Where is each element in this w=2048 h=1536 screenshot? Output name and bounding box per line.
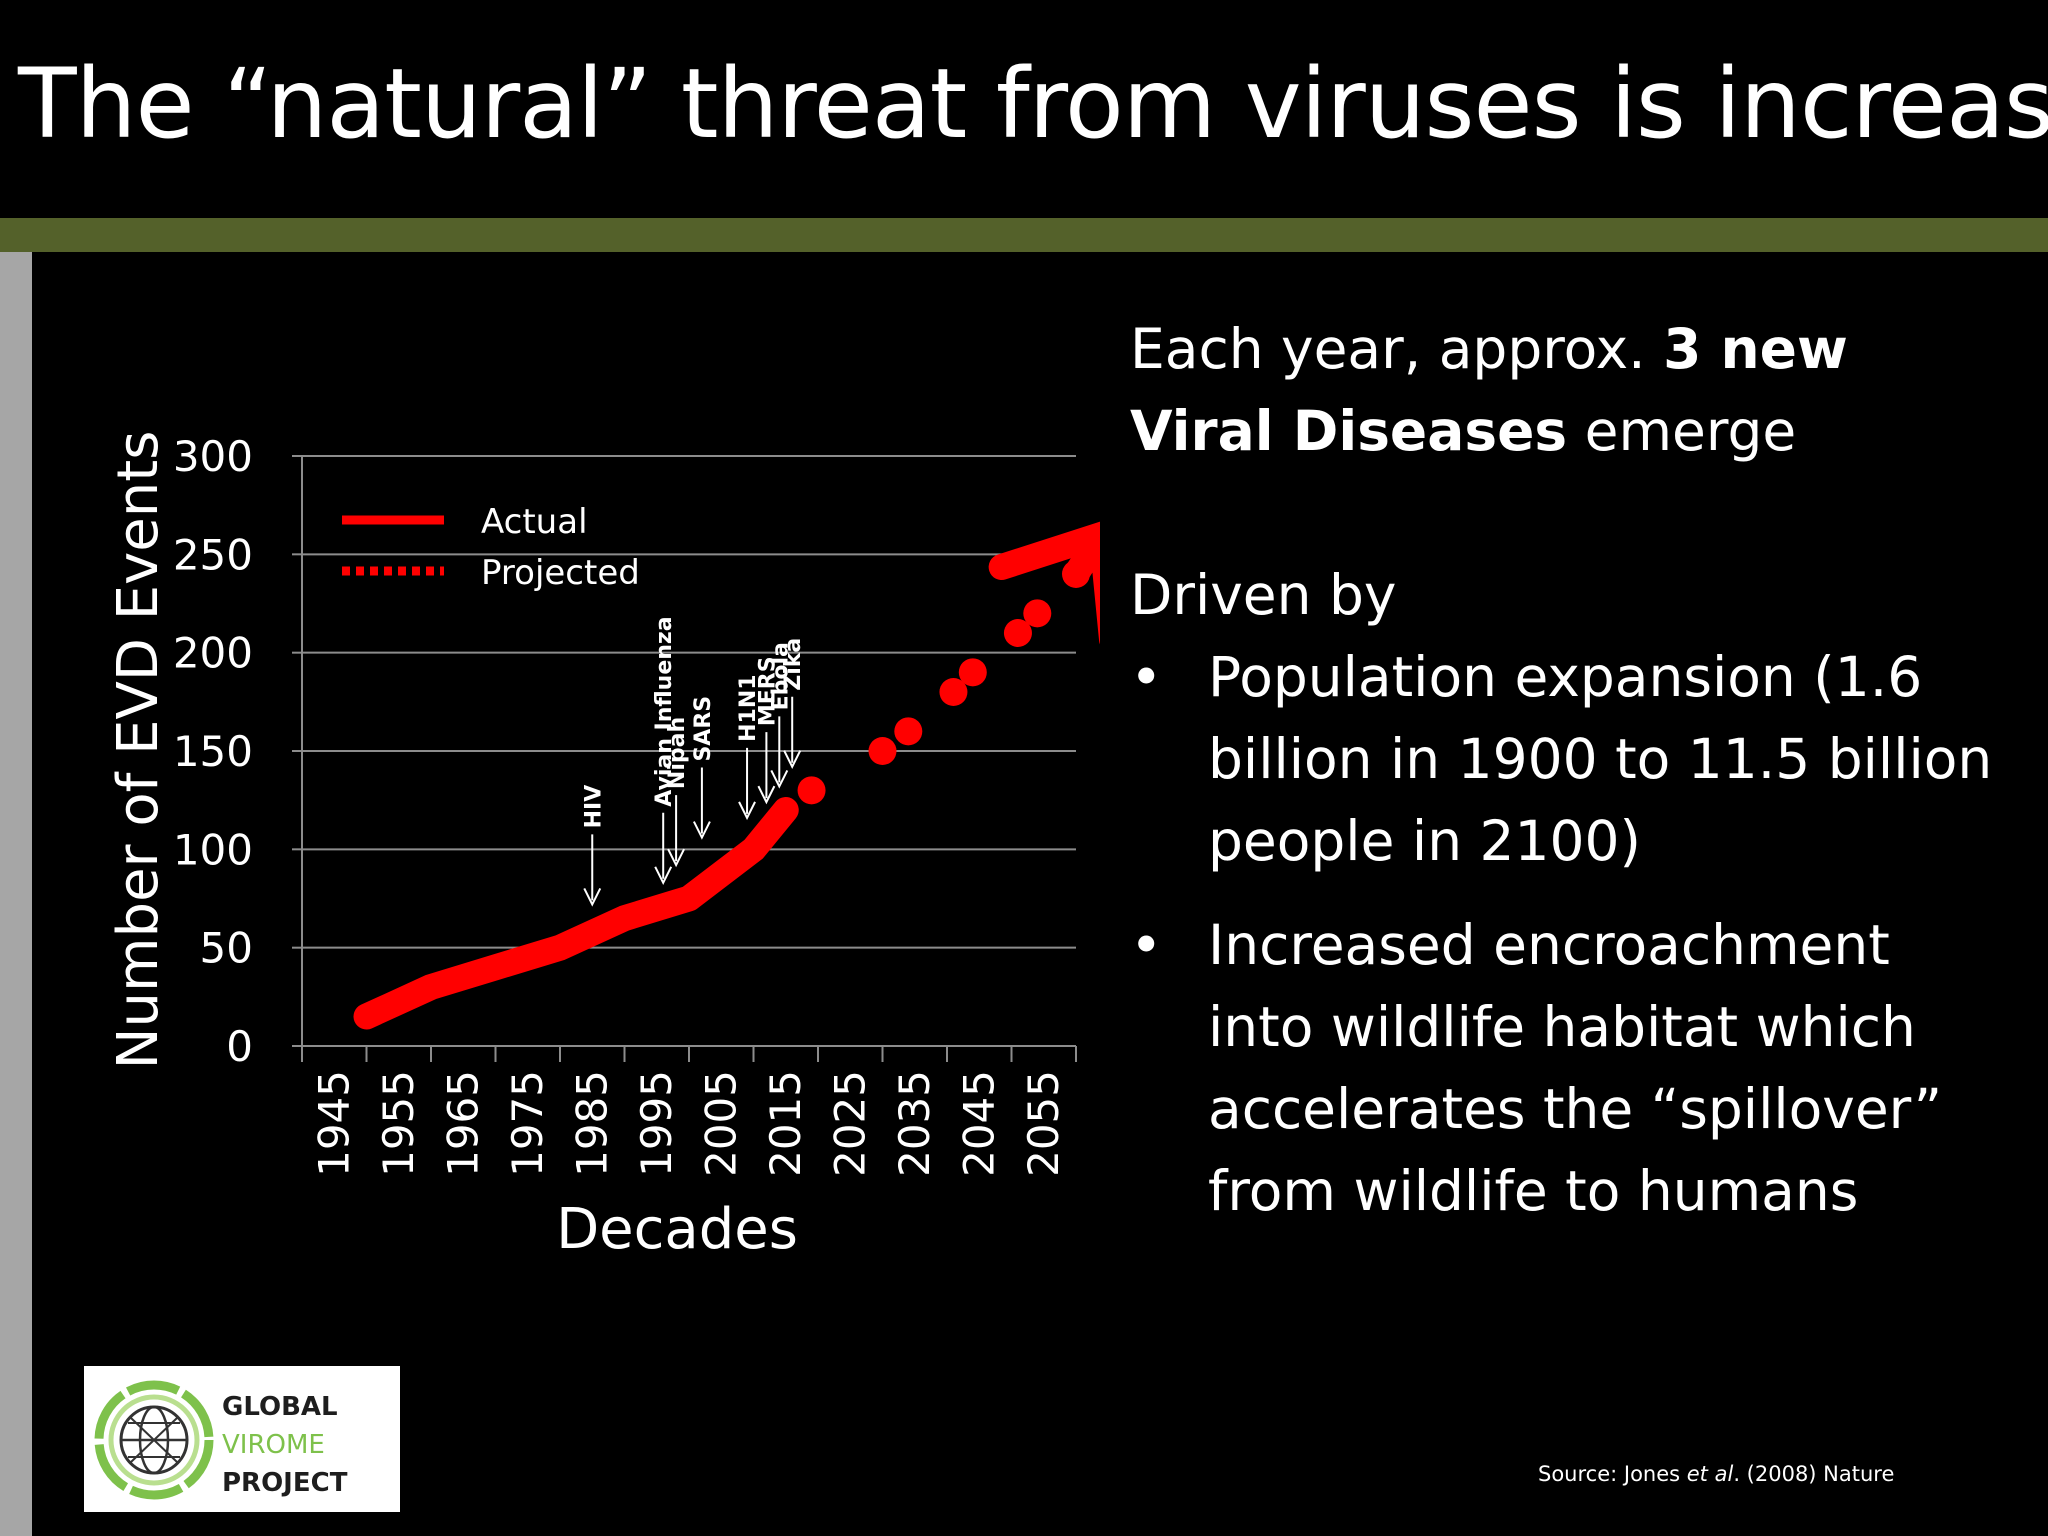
driver-list: • Population expansion (1.6 billion in 19… xyxy=(1130,636,2010,1232)
x-tick-label: 2005 xyxy=(696,1070,745,1177)
actual-series-line xyxy=(353,797,799,1030)
annotation-arrowhead xyxy=(583,887,602,907)
intro-plain: Each year, approx. xyxy=(1130,317,1664,381)
projected-point xyxy=(1003,619,1032,647)
source-prefix: Source: Jones xyxy=(1538,1462,1687,1486)
source-citation: Source: Jones et al. (2008) Nature xyxy=(1538,1462,1894,1486)
x-tick-label: 1955 xyxy=(374,1070,423,1177)
side-stripe xyxy=(0,252,32,1536)
annotation-label: SARS xyxy=(691,696,716,762)
annotation-label: Avian Influenza xyxy=(652,616,677,806)
x-tick-label: 2045 xyxy=(954,1070,1003,1177)
y-tick-label: 150 xyxy=(173,727,253,776)
annotation-label: Zika xyxy=(781,638,806,691)
projected-point xyxy=(1023,599,1052,628)
annotation-label: Nipah xyxy=(665,717,690,789)
x-tick-label: 2015 xyxy=(761,1070,810,1177)
y-tick-label: 300 xyxy=(173,432,253,481)
annotation-label: HIV xyxy=(581,785,606,829)
annotation-label: H1N1 xyxy=(736,674,761,741)
x-tick-label: 1965 xyxy=(438,1070,487,1177)
projected-point xyxy=(797,776,826,805)
tick-labels: 0 50 100 150 200 250 300 1945 1955 1965 1975 1985 19… xyxy=(173,432,1068,1177)
annotation-label: MERS xyxy=(755,656,780,726)
logo-line-3: PROJECT xyxy=(222,1468,348,1498)
x-tick-label: 1975 xyxy=(503,1070,552,1177)
series xyxy=(353,521,1100,1030)
bullet-text: Population expansion (1.6 billion in 190… xyxy=(1208,645,1993,873)
annotation-arrowhead xyxy=(738,801,756,821)
x-tick-label: 1995 xyxy=(632,1070,681,1177)
logo-line-1: GLOBAL xyxy=(222,1392,338,1422)
title-bar: The “natural” threat from viruses is inc… xyxy=(0,0,2048,218)
projection-arrow-head xyxy=(988,521,1100,645)
x-tick-label: 2055 xyxy=(1019,1070,1068,1177)
y-tick-label: 250 xyxy=(173,530,253,579)
projection-arrow-shaft xyxy=(1063,538,1100,587)
globe-logo-icon xyxy=(94,1380,214,1500)
x-axis-label: Decades xyxy=(556,1197,798,1262)
logo-line-2: VIROME xyxy=(222,1430,325,1460)
annotation-label: Ebola xyxy=(768,642,793,710)
projected-point xyxy=(894,717,923,746)
list-item: • Population expansion (1.6 billion in 19… xyxy=(1130,636,2010,882)
evd-chart: 0 50 100 150 200 250 300 1945 1955 1965 1975 1985 19… xyxy=(106,431,1100,1262)
y-tick-label: 200 xyxy=(173,629,253,678)
accent-band xyxy=(0,218,2048,252)
y-axis-label: Number of EVD Events xyxy=(106,431,171,1070)
projected-point xyxy=(958,658,987,687)
legend: Actual Projected xyxy=(342,502,640,593)
driven-by-heading: Driven by xyxy=(1130,563,1397,627)
list-item: • Increased encroachment into wildlife ha… xyxy=(1130,904,2010,1232)
intro-end: emerge xyxy=(1567,399,1797,463)
y-tick-label: 100 xyxy=(173,825,253,874)
x-tick-label: 2025 xyxy=(825,1070,874,1177)
annotation-arrowhead xyxy=(667,848,685,868)
annotation-arrowhead xyxy=(757,785,776,805)
legend-projected-label: Projected xyxy=(481,553,640,593)
projected-point xyxy=(939,678,968,706)
bullet-icon: • xyxy=(1130,913,1163,977)
x-tick-label: 2035 xyxy=(890,1070,939,1177)
logo-wordmark: GLOBAL VIROME PROJECT xyxy=(222,1388,347,1502)
y-tick-label: 50 xyxy=(200,924,253,973)
annotation-arrowhead xyxy=(654,866,673,886)
axes xyxy=(292,455,1077,1062)
annotation-arrowhead xyxy=(783,750,802,769)
annotation-arrowhead xyxy=(770,769,789,789)
intro-bold: 3 new Viral Diseases xyxy=(1130,317,1848,463)
global-virome-project-logo: GLOBAL VIROME PROJECT xyxy=(84,1366,400,1512)
intro-paragraph: Each year, approx. 3 new Viral Diseases … xyxy=(1130,308,2010,472)
grid-lines xyxy=(302,455,1076,949)
source-suffix: . (2008) Nature xyxy=(1733,1462,1895,1486)
x-tick-label: 1945 xyxy=(309,1070,358,1177)
x-tick-label: 1985 xyxy=(567,1070,616,1177)
bullet-text: Increased encroachment into wildlife hab… xyxy=(1208,913,1943,1223)
slide-title: The “natural” threat from viruses is inc… xyxy=(18,48,2048,160)
legend-actual-label: Actual xyxy=(481,502,588,542)
y-tick-label: 0 xyxy=(226,1022,253,1071)
annotation-arrowhead xyxy=(693,821,711,840)
bullet-icon: • xyxy=(1130,645,1163,709)
text-panel: Each year, approx. 3 new Viral Diseases … xyxy=(1130,308,2010,1232)
projected-point xyxy=(868,737,897,765)
source-italic: et al xyxy=(1686,1462,1734,1486)
